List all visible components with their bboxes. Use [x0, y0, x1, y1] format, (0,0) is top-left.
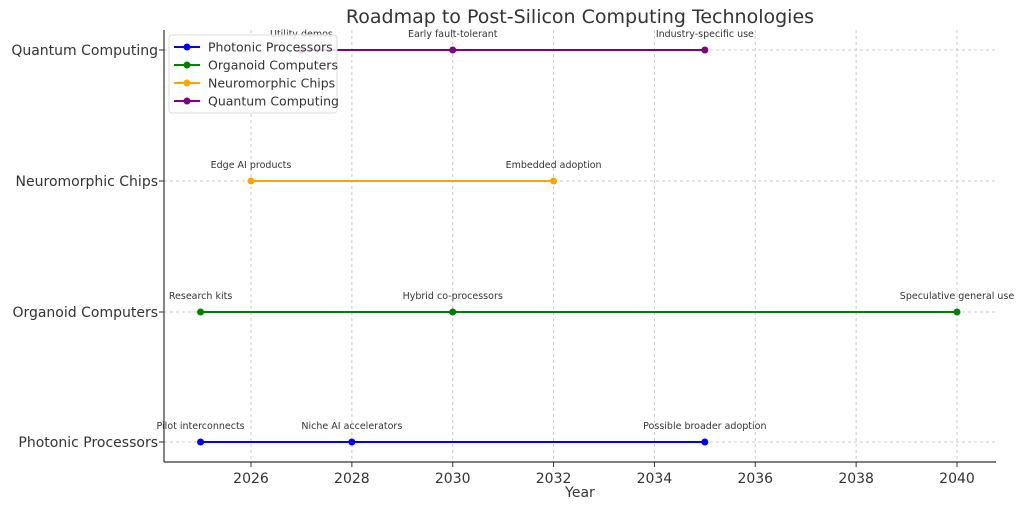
x-tick-label: 2034: [637, 471, 673, 487]
point-label: Edge AI products: [211, 160, 292, 171]
point-label: Hybrid co-processors: [403, 291, 503, 302]
legend-label: Photonic Processors: [208, 40, 333, 55]
legend-label: Organoid Computers: [208, 58, 338, 73]
point-label: Pilot interconnects: [157, 421, 245, 432]
data-point: [953, 308, 961, 316]
data-point: [449, 308, 457, 316]
y-tick-label: Quantum Computing: [11, 43, 158, 59]
point-label: Industry-specific use: [656, 29, 754, 40]
y-tick-label: Organoid Computers: [12, 305, 158, 321]
data-point: [197, 308, 205, 316]
y-tick-label: Photonic Processors: [18, 435, 158, 451]
x-tick-label: 2028: [334, 471, 370, 487]
point-label: Niche AI accelerators: [301, 421, 402, 432]
legend-label: Neuromorphic Chips: [208, 76, 335, 91]
data-point: [701, 438, 709, 446]
x-tick-label: 2036: [737, 471, 773, 487]
legend-label: Quantum Computing: [208, 94, 339, 109]
x-tick-label: 2040: [939, 471, 975, 487]
legend-marker: [183, 43, 191, 51]
data-point: [197, 438, 205, 446]
data-point: [247, 177, 255, 185]
point-label: Early fault-tolerant: [408, 29, 498, 40]
data-point: [550, 177, 558, 185]
data-point: [348, 438, 356, 446]
chart-title: Roadmap to Post-Silicon Computing Techno…: [346, 6, 814, 28]
legend-marker: [183, 97, 191, 105]
legend-box: [168, 34, 338, 114]
data-point: [449, 46, 457, 54]
x-tick-label: 2032: [536, 471, 572, 487]
y-tick-label: Neuromorphic Chips: [16, 174, 158, 190]
point-label: Embedded adoption: [506, 160, 602, 171]
point-label: Speculative general use: [900, 291, 1015, 302]
legend: Photonic Processors Organoid Computers Neu…: [168, 34, 339, 114]
point-label: Research kits: [169, 291, 232, 302]
legend-marker: [183, 61, 191, 69]
x-tick-label: 2026: [233, 471, 269, 487]
point-label: Possible broader adoption: [643, 421, 766, 432]
data-point: [701, 46, 709, 54]
legend-marker: [183, 79, 191, 87]
x-axis-label: Year: [564, 485, 595, 501]
x-tick-label: 2038: [838, 471, 874, 487]
x-tick-label: 2030: [435, 471, 471, 487]
